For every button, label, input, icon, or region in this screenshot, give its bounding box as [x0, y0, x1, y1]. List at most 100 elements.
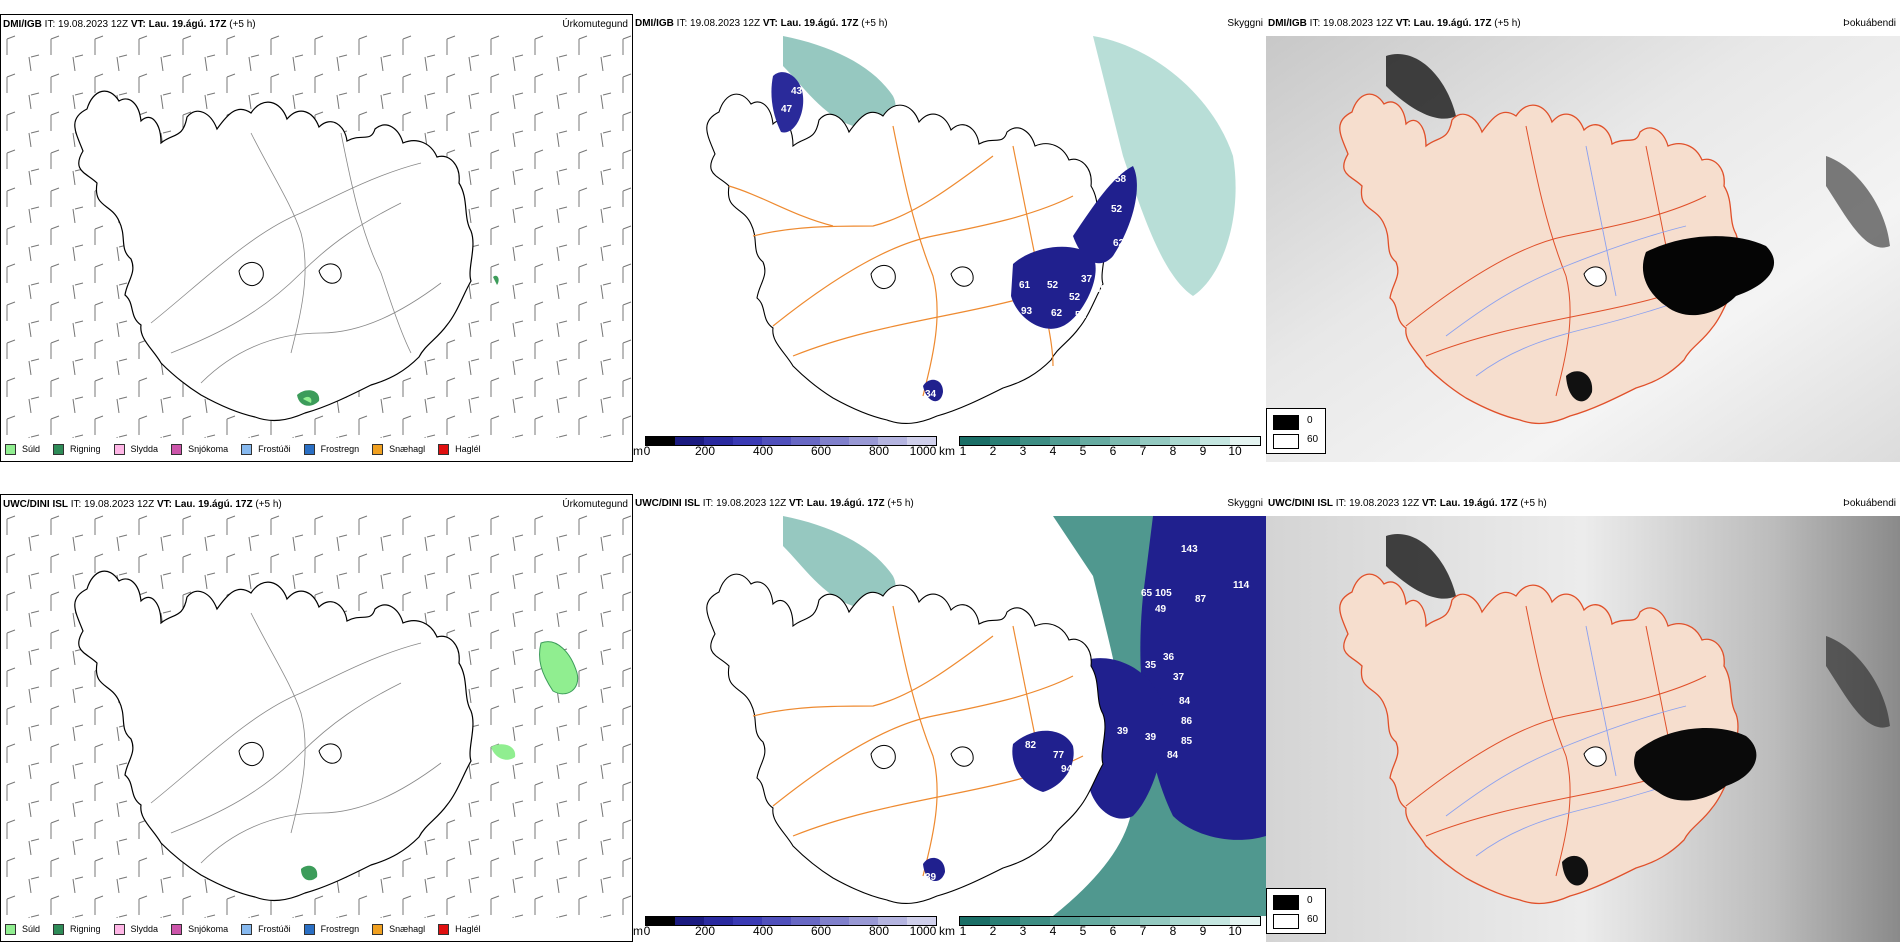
legend-swatch — [438, 923, 450, 935]
precip-map — [1, 33, 632, 438]
ceiling-label: 47 — [781, 104, 793, 115]
legend-swatch — [113, 923, 125, 935]
fog-legend: 0 60 — [1266, 888, 1326, 934]
colorbar-unit: m — [633, 924, 643, 938]
ceiling-label: 62 — [1051, 308, 1063, 319]
colorbar-tick: 3 — [1019, 924, 1027, 938]
ceiling-label: 34 — [925, 389, 937, 400]
legend-swatch — [303, 923, 315, 935]
colorbar-tick: 6 — [1109, 444, 1117, 458]
legend-item: Snjókoma — [171, 923, 228, 935]
ceiling-label: 65 — [1141, 588, 1153, 599]
ceiling-label: 62 — [1113, 238, 1125, 249]
colorbar-tick: 5 — [1079, 924, 1087, 938]
fog-map — [1266, 36, 1900, 462]
colorbar-tick: 2 — [989, 444, 997, 458]
colorbar-tick: 7 — [1139, 444, 1147, 458]
colorbar-tick: 9 — [1199, 444, 1207, 458]
ceiling-label: 82 — [1025, 740, 1037, 751]
colorbar-tick: 8 — [1169, 444, 1177, 458]
ceiling-map: 143 114 105 87 49 65 36 35 37 84 86 85 8… — [706, 516, 1266, 916]
ceiling-label: 52 — [1111, 204, 1123, 215]
colorbar-tick: 600 — [810, 924, 832, 938]
legend-item: Frostregn — [303, 443, 359, 455]
ceiling-label: 84 — [1179, 696, 1191, 707]
panel-title: Skyggni — [1227, 498, 1263, 509]
colorbar-unit: km — [939, 924, 955, 938]
colorbar-tick: 200 — [694, 444, 716, 458]
panel-header: DMI/IGB IT: 19.08.2023 12Z VT: Lau. 19.á… — [1268, 18, 1521, 29]
legend-swatch — [5, 443, 16, 455]
ceiling-label: 49 — [1155, 604, 1167, 615]
colorbar-tick: 400 — [752, 444, 774, 458]
ceiling-label: 84 — [1167, 750, 1179, 761]
panel-title: Úrkomutegund — [562, 499, 628, 510]
legend-swatch — [5, 923, 16, 935]
colorbar-tick: 10 — [1228, 924, 1242, 938]
colorbar-tick: 9 — [1199, 924, 1207, 938]
fog-legend-label: 60 — [1307, 434, 1319, 445]
legend-item: Rigning — [53, 923, 101, 935]
legend-swatch — [53, 923, 65, 935]
fog-panel-row1: DMI/IGB IT: 19.08.2023 12Z VT: Lau. 19.á… — [1266, 14, 1900, 462]
ceiling-label: 35 — [1145, 660, 1157, 671]
ceiling-label: 86 — [1181, 716, 1193, 727]
colorbar-tick: 4 — [1049, 924, 1057, 938]
panel-header: DMI/IGB IT: 19.08.2023 12Z VT: Lau. 19.á… — [3, 19, 256, 30]
ceiling-panel-row2: UWC/DINI ISL IT: 19.08.2023 12Z VT: Lau.… — [633, 494, 1266, 942]
panel-header: UWC/DINI ISL IT: 19.08.2023 12Z VT: Lau.… — [635, 498, 914, 509]
fog-panel-row2: UWC/DINI ISL IT: 19.08.2023 12Z VT: Lau.… — [1266, 494, 1900, 942]
precip-panel-row1: DMI/IGB IT: 19.08.2023 12Z VT: Lau. 19.á… — [0, 14, 633, 462]
colorbar-unit: m — [633, 444, 643, 458]
legend-swatch — [303, 443, 315, 455]
legend-swatch — [53, 443, 65, 455]
colorbar-tick: 5 — [1079, 444, 1087, 458]
legend-item: Rigning — [53, 443, 101, 455]
colorbar-tick: 0 — [643, 444, 651, 458]
precip-legend: Súld Rigning Slydda Snjókoma Frostúði Fr… — [5, 919, 494, 939]
panel-header: UWC/DINI ISL IT: 19.08.2023 12Z VT: Lau.… — [1268, 498, 1547, 509]
ceiling-label: 36 — [1163, 652, 1175, 663]
ceiling-colorbar: m 0 200 400 600 800 1000 — [633, 434, 939, 462]
colorbar-tick: 800 — [868, 924, 890, 938]
ceiling-label: 37 — [1173, 672, 1185, 683]
panel-title: Þokuábendi — [1843, 18, 1896, 29]
panel-title: Úrkomutegund — [562, 19, 628, 30]
ceiling-label: 77 — [1053, 750, 1065, 761]
ceiling-label: 52 — [1047, 280, 1059, 291]
fog-map — [1266, 516, 1900, 942]
visibility-colorbar: km 1 2 3 4 5 6 7 8 9 10 — [939, 914, 1265, 942]
legend-swatch — [241, 923, 253, 935]
ceiling-label: 85 — [1181, 736, 1193, 747]
ceiling-label: 94 — [1061, 764, 1073, 775]
fog-legend-swatch — [1273, 895, 1299, 910]
precip-legend: Súld Rigning Slydda Snjókoma Frostúði Fr… — [5, 439, 494, 459]
ceiling-panel-row1: DMI/IGB IT: 19.08.2023 12Z VT: Lau. 19.á… — [633, 14, 1266, 462]
legend-swatch — [171, 923, 183, 935]
colorbar-tick: 1 — [959, 444, 967, 458]
legend-swatch — [438, 443, 450, 455]
colorbar-tick: 2 — [989, 924, 997, 938]
legend-item: Slydda — [113, 923, 158, 935]
fog-legend-label: 60 — [1307, 914, 1319, 925]
ceiling-label: 87 — [1195, 594, 1207, 605]
colorbar-tick: 200 — [694, 924, 716, 938]
precip-map — [1, 513, 632, 918]
ceiling-label: 51 — [1075, 310, 1087, 321]
colorbar-tick: 0 — [643, 924, 651, 938]
ceiling-map: 47 43 61 52 37 49 52 62 51 93 52 62 58 3… — [706, 36, 1236, 425]
fog-legend-label: 0 — [1307, 415, 1313, 426]
colorbar-tick: 10 — [1228, 444, 1242, 458]
visibility-colorbar: km 1 2 3 4 5 6 7 8 9 10 — [939, 434, 1265, 462]
legend-item: Snæhagl — [372, 923, 425, 935]
legend-swatch — [372, 923, 384, 935]
colorbar-tick: 8 — [1169, 924, 1177, 938]
colorbar-tick: 6 — [1109, 924, 1117, 938]
ceiling-label: 143 — [1181, 544, 1198, 555]
fog-legend: 0 60 — [1266, 408, 1326, 454]
legend-item: Snjókoma — [171, 443, 228, 455]
colorbar-tick: 4 — [1049, 444, 1057, 458]
fog-legend-swatch — [1273, 415, 1299, 430]
legend-swatch — [241, 443, 253, 455]
ceiling-label: 105 — [1155, 588, 1172, 599]
